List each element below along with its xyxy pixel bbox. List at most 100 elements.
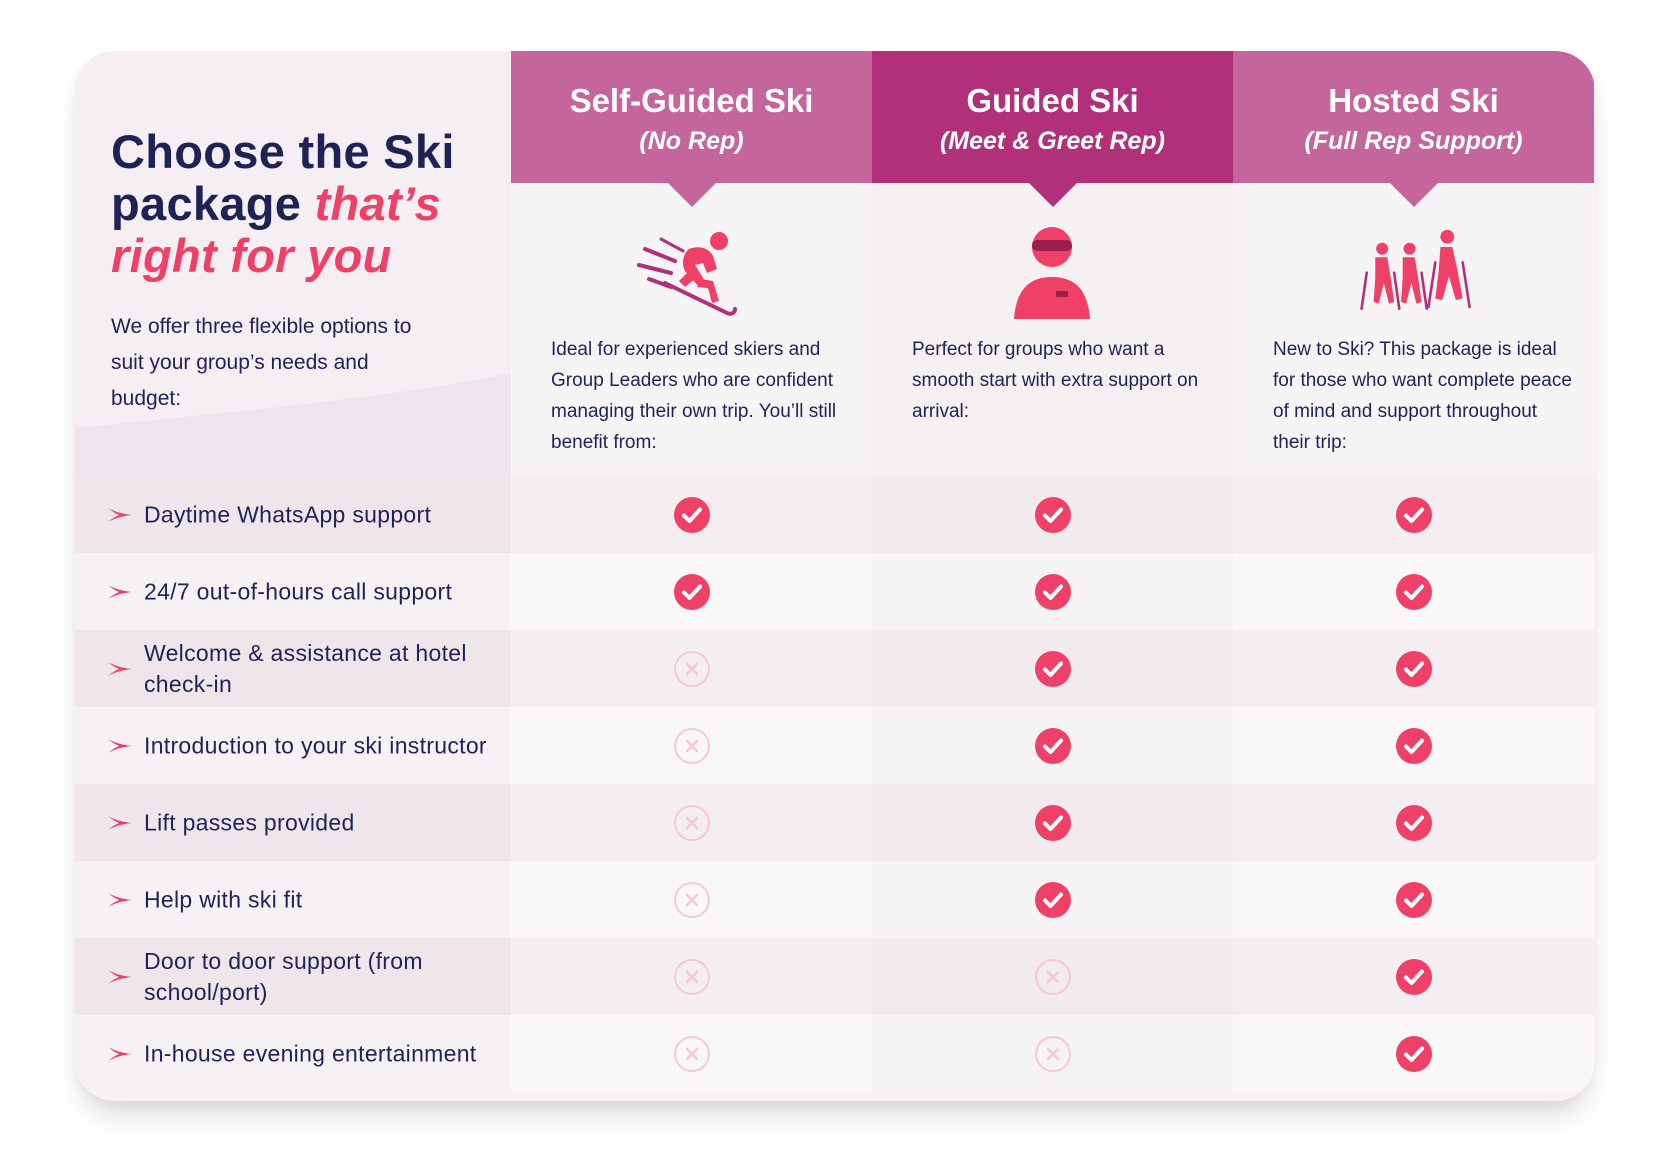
feature-label: Help with ski fit bbox=[144, 886, 303, 912]
check-icon bbox=[1395, 727, 1433, 765]
inclusion-cell bbox=[1233, 553, 1594, 630]
swoosh-bullet-icon bbox=[107, 583, 133, 601]
package-name: Self-Guided Ski bbox=[569, 82, 814, 119]
group-hiking-icon bbox=[1360, 229, 1471, 310]
table-row: Lift passes provided bbox=[75, 784, 1595, 861]
feature-label: In-house evening entertainment bbox=[144, 1040, 477, 1066]
feature-cell: Door to door support (from school/port) bbox=[75, 938, 511, 1015]
swoosh-bullet-icon bbox=[107, 968, 133, 986]
check-icon bbox=[673, 496, 711, 534]
rep-with-goggles-icon bbox=[1014, 227, 1090, 319]
inclusion-cell bbox=[1233, 476, 1594, 553]
cross-icon bbox=[673, 804, 711, 842]
check-icon bbox=[1395, 958, 1433, 996]
inclusion-cell bbox=[511, 630, 872, 707]
package-name: Hosted Ski bbox=[1328, 82, 1499, 119]
check-icon bbox=[1034, 573, 1072, 611]
package-subtitle: (Full Rep Support) bbox=[1304, 127, 1523, 155]
feature-table: Daytime WhatsApp support 24/7 out-of-hour… bbox=[75, 476, 1595, 1092]
inclusion-cell bbox=[511, 861, 872, 938]
cross-icon bbox=[1034, 958, 1072, 996]
check-icon bbox=[1034, 650, 1072, 688]
inclusion-cell bbox=[872, 861, 1233, 938]
package-name: Guided Ski bbox=[966, 82, 1139, 119]
table-row: In-house evening entertainment bbox=[75, 1015, 1595, 1092]
check-icon bbox=[1395, 804, 1433, 842]
skier-icon bbox=[637, 232, 737, 316]
inclusion-cell bbox=[872, 476, 1233, 553]
inclusion-cell bbox=[1233, 938, 1594, 1015]
inclusion-cell bbox=[511, 784, 872, 861]
check-icon bbox=[1395, 496, 1433, 534]
feature-cell: Introduction to your ski instructor bbox=[75, 707, 511, 784]
intro-wave-decoration bbox=[75, 373, 511, 476]
inclusion-cell bbox=[872, 1015, 1233, 1092]
inclusion-cell bbox=[1233, 707, 1594, 784]
feature-cell: In-house evening entertainment bbox=[75, 1015, 511, 1092]
comparison-card: Choose the Ski package that’s right for … bbox=[75, 51, 1595, 1101]
feature-label: Lift passes provided bbox=[144, 809, 355, 835]
package-subtitle: (No Rep) bbox=[639, 127, 744, 155]
package-self-guided: Self-Guided Ski (No Rep) Ideal for exper… bbox=[511, 51, 872, 476]
feature-label: Introduction to your ski instructor bbox=[144, 732, 487, 758]
swoosh-bullet-icon bbox=[107, 1045, 133, 1063]
inclusion-cell bbox=[511, 1015, 872, 1092]
feature-label: Daytime WhatsApp support bbox=[144, 501, 432, 527]
inclusion-cell bbox=[1233, 861, 1594, 938]
package-description: New to Ski? This package is ideal for th… bbox=[1273, 339, 1572, 453]
swoosh-bullet-icon bbox=[107, 737, 133, 755]
swoosh-bullet-icon bbox=[107, 891, 133, 909]
inclusion-cell bbox=[511, 476, 872, 553]
inclusion-cell bbox=[1233, 1015, 1594, 1092]
cross-icon bbox=[673, 727, 711, 765]
inclusion-cell bbox=[872, 553, 1233, 630]
swoosh-bullet-icon bbox=[107, 660, 133, 678]
inclusion-cell bbox=[872, 707, 1233, 784]
feature-cell: Lift passes provided bbox=[75, 784, 511, 861]
check-icon bbox=[1395, 881, 1433, 919]
feature-cell: Help with ski fit bbox=[75, 861, 511, 938]
check-icon bbox=[1034, 881, 1072, 919]
swoosh-bullet-icon bbox=[107, 814, 133, 832]
feature-label: Welcome & assistance at hotel check-in bbox=[144, 639, 467, 697]
package-hosted: Hosted Ski (Full Rep Support) New to Ski… bbox=[1233, 51, 1594, 476]
inclusion-cell bbox=[511, 707, 872, 784]
package-description: Ideal for experienced skiers and Group L… bbox=[551, 339, 837, 453]
package-header: Hosted Ski (Full Rep Support) bbox=[1233, 51, 1594, 183]
table-row: Daytime WhatsApp support bbox=[75, 476, 1595, 553]
intro-text: We offer three flexible options to suit … bbox=[111, 315, 412, 410]
check-icon bbox=[1034, 804, 1072, 842]
cross-icon bbox=[673, 650, 711, 688]
cross-icon bbox=[673, 1035, 711, 1073]
package-guided: Guided Ski (Meet & Greet Rep) Perfect fo… bbox=[872, 51, 1233, 476]
table-row: 24/7 out-of-hours call support bbox=[75, 553, 1595, 630]
check-icon bbox=[1395, 1035, 1433, 1073]
table-row: Welcome & assistance at hotel check-in bbox=[75, 630, 1595, 707]
package-header: Self-Guided Ski (No Rep) bbox=[511, 51, 872, 183]
inclusion-cell bbox=[1233, 784, 1594, 861]
check-icon bbox=[1395, 573, 1433, 611]
intro-panel: Choose the Ski package that’s right for … bbox=[75, 51, 511, 476]
cross-icon bbox=[673, 881, 711, 919]
table-row: Help with ski fit bbox=[75, 861, 1595, 938]
feature-cell: 24/7 out-of-hours call support bbox=[75, 553, 511, 630]
feature-label: Door to door support (from school/port) bbox=[144, 947, 423, 1005]
inclusion-cell bbox=[872, 938, 1233, 1015]
inclusion-cell bbox=[872, 630, 1233, 707]
page-title: Choose the Ski package that’s right for … bbox=[111, 125, 455, 282]
check-icon bbox=[1034, 496, 1072, 534]
check-icon bbox=[1034, 727, 1072, 765]
feature-cell: Welcome & assistance at hotel check-in bbox=[75, 630, 511, 707]
table-row: Door to door support (from school/port) bbox=[75, 938, 1595, 1015]
swoosh-bullet-icon bbox=[107, 506, 133, 524]
inclusion-cell bbox=[1233, 630, 1594, 707]
package-header: Guided Ski (Meet & Greet Rep) bbox=[872, 51, 1233, 183]
check-icon bbox=[673, 573, 711, 611]
check-icon bbox=[1395, 650, 1433, 688]
cross-icon bbox=[1034, 1035, 1072, 1073]
inclusion-cell bbox=[511, 938, 872, 1015]
package-description: Perfect for groups who want a smooth sta… bbox=[912, 339, 1199, 422]
table-row: Introduction to your ski instructor bbox=[75, 707, 1595, 784]
package-subtitle: (Meet & Greet Rep) bbox=[939, 127, 1166, 155]
feature-cell: Daytime WhatsApp support bbox=[75, 476, 511, 553]
